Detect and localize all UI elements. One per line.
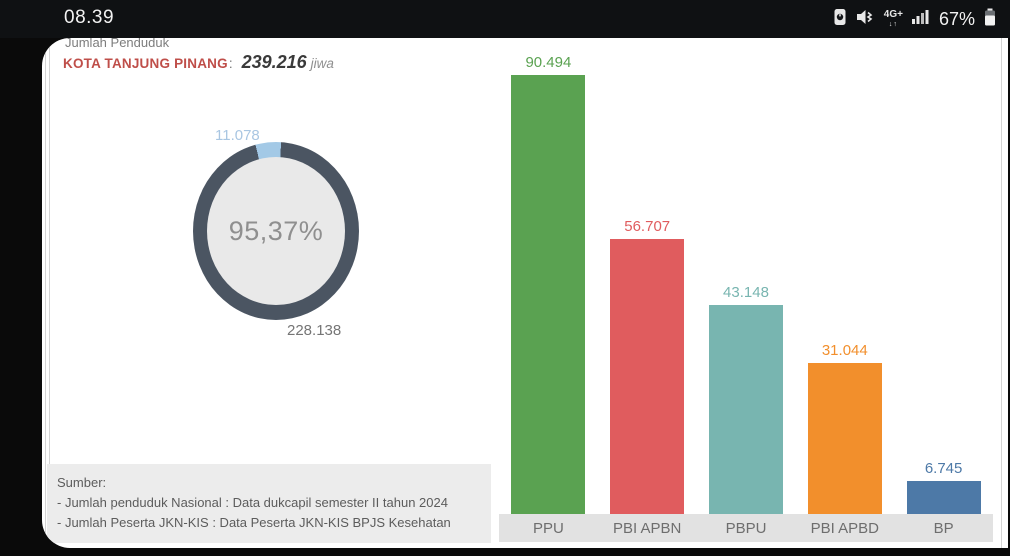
battery-saver-icon	[833, 8, 847, 31]
bar-value-label: 56.707	[624, 218, 671, 235]
dashboard-right-border	[1001, 38, 1002, 548]
coverage-percent-label: 95,37%	[228, 215, 324, 246]
population-subtitle: Jumlah Penduduk	[65, 38, 170, 50]
category-label-bp: BP	[933, 519, 954, 537]
title-colon: :	[228, 56, 233, 71]
covered-count-label: 228.138	[287, 322, 342, 339]
bar-value-label: 90.494	[525, 54, 572, 71]
bar-pbi-apbd[interactable]	[807, 363, 882, 514]
status-time: 08.39	[64, 7, 115, 28]
bar-column-pbpu: 43.148	[697, 75, 796, 514]
signal-strength-icon	[911, 9, 930, 29]
population-value: 239.216	[241, 52, 307, 72]
mute-vibrate-icon	[856, 9, 875, 30]
bar-value-label: 43.148	[723, 284, 769, 301]
battery-icon	[984, 8, 996, 31]
category-label-pbi-apbd: PBI APBD	[810, 519, 879, 537]
source-line-2: - Jumlah Peserta JKN-KIS : Data Peserta …	[57, 515, 451, 530]
dashboard-screen: Jumlah Penduduk KOTA TANJUNG PINANG : 23…	[42, 38, 1008, 548]
donut-hole: 95,37%	[207, 157, 345, 305]
population-unit: jiwa	[310, 56, 334, 71]
bar-column-bp: 6.745	[894, 75, 993, 514]
source-line-1: - Jumlah penduduk Nasional : Data dukcap…	[57, 495, 448, 510]
bar-chart: 90.494 56.707 43.148 31.044 6.745	[499, 54, 993, 514]
category-label-pbpu: PBPU	[725, 519, 767, 537]
battery-percent: 67%	[938, 8, 975, 29]
bar-column-ppu: 90.494	[499, 54, 598, 514]
region-title: KOTA TANJUNG PINANG : 239.216 jiwa	[63, 52, 334, 73]
bar-column-pbi-apbn: 56.707	[598, 75, 697, 514]
page-edge	[1010, 0, 1016, 556]
category-axis: PPU PBI APBN PBPU PBI APBD BP	[499, 514, 993, 542]
source-title: Sumber:	[57, 475, 107, 490]
donut-chart: 95,37%	[193, 142, 359, 320]
dashboard-left-border	[45, 38, 50, 548]
category-label-pbi-apbn: PBI APBN	[613, 519, 682, 537]
category-label-ppu: PPU	[532, 519, 564, 537]
region-name: KOTA TANJUNG PINANG	[63, 56, 228, 71]
bar-ppu[interactable]	[511, 75, 586, 514]
bar-value-label: 6.745	[924, 460, 963, 477]
network-type-icon: 4G+ ↓↑	[883, 9, 903, 29]
bar-bp[interactable]	[906, 481, 981, 514]
bar-column-pbi-apbd: 31.044	[795, 75, 894, 514]
uncovered-count-label: 11.078	[215, 127, 260, 144]
bar-pbi-apbn[interactable]	[610, 239, 685, 514]
bar-pbpu[interactable]	[708, 305, 783, 514]
source-note: Sumber: - Jumlah penduduk Nasional : Dat…	[47, 464, 491, 543]
status-icons: 4G+ ↓↑ 67%	[833, 0, 996, 38]
status-bar: 08.39 4G+ ↓↑ 67%	[0, 0, 1010, 38]
bar-value-label: 31.044	[821, 342, 868, 359]
